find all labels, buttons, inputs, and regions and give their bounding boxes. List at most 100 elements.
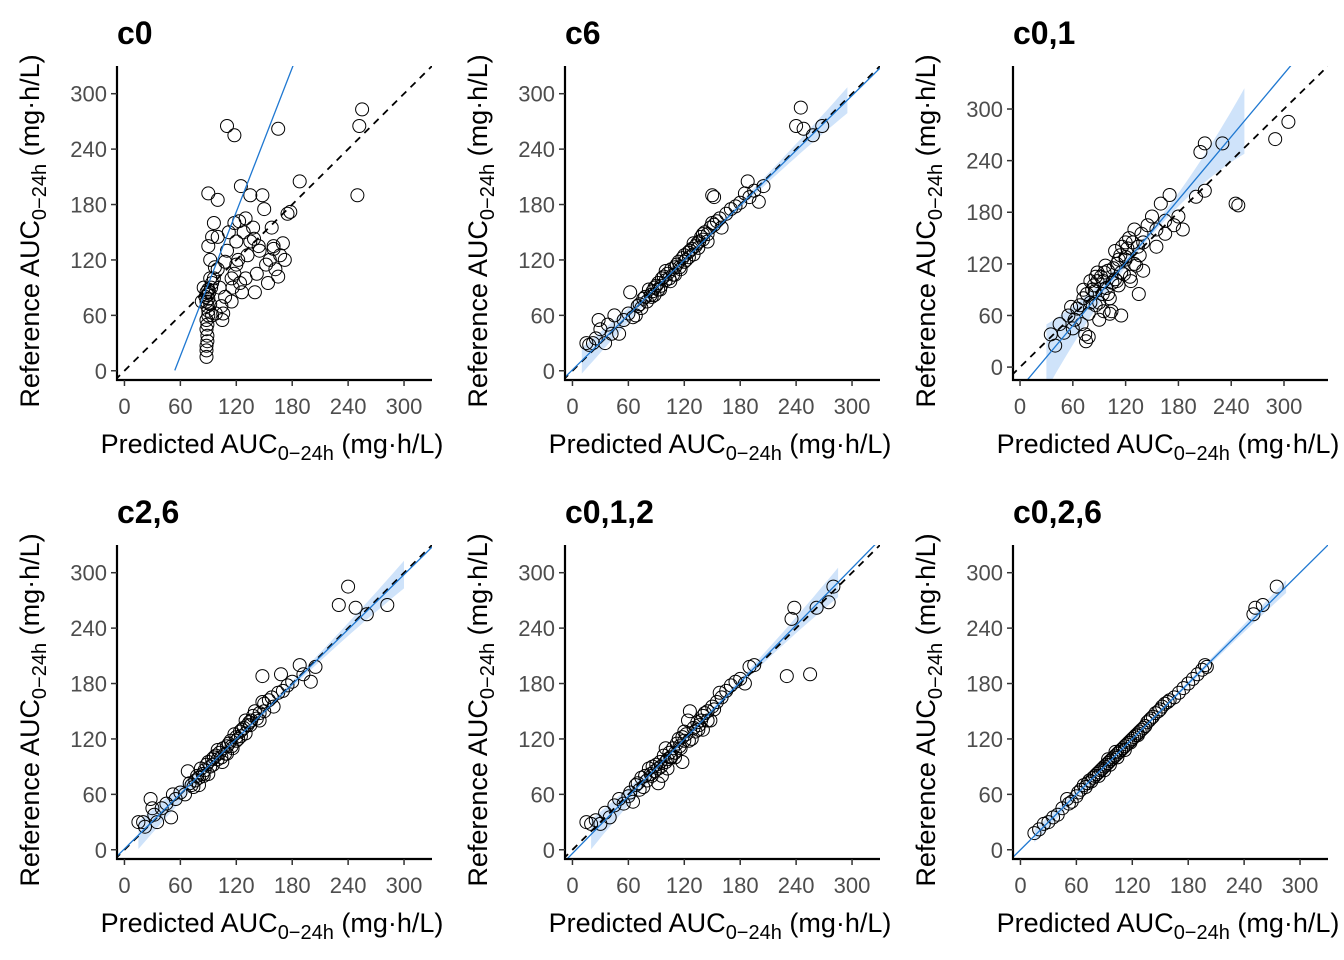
regression-line	[566, 545, 876, 859]
x-tick-label: 60	[1061, 394, 1085, 419]
plot-area	[565, 66, 880, 380]
data-point	[651, 282, 666, 297]
data-point	[210, 229, 225, 244]
panel-title: c0,1,2	[565, 494, 654, 530]
x-axis-title-main: Predicted AUC	[101, 908, 278, 938]
data-point	[623, 785, 638, 800]
data-point	[1176, 681, 1191, 696]
data-point	[1140, 218, 1155, 233]
data-point	[809, 600, 824, 615]
data-point	[243, 718, 258, 733]
x-axis-title-subscript: 0−24h	[278, 443, 334, 465]
regression-line	[1026, 66, 1292, 380]
y-tick-label: 120	[966, 727, 1003, 752]
data-point	[229, 257, 244, 272]
data-point	[205, 229, 220, 244]
x-axis-title-subscript: 0−24h	[1174, 922, 1230, 944]
x-axis-title: Predicted AUC0−24h (mg·h/L)	[549, 908, 892, 944]
y-tick-label: 180	[966, 200, 1003, 225]
data-point	[747, 658, 762, 673]
x-tick-label: 60	[168, 394, 192, 419]
data-point	[805, 128, 820, 143]
data-point	[257, 202, 272, 217]
y-tick-label: 60	[531, 303, 555, 328]
data-point	[1145, 709, 1160, 724]
data-point	[654, 271, 669, 286]
data-point	[719, 206, 734, 221]
data-point	[1246, 607, 1261, 622]
data-point	[707, 702, 722, 717]
data-point	[233, 179, 248, 194]
data-point	[205, 308, 220, 323]
x-tick-label: 60	[616, 394, 640, 419]
data-point	[200, 328, 215, 343]
panel-title: c0,1	[1013, 15, 1075, 51]
data-point	[203, 759, 218, 774]
data-point	[682, 704, 697, 719]
data-point	[292, 174, 307, 189]
data-point	[268, 262, 283, 277]
data-point	[201, 767, 216, 781]
data-point	[1041, 815, 1056, 830]
data-point	[1130, 728, 1145, 743]
y-axis-title-unit: (mg·h/L)	[463, 533, 493, 643]
data-point	[1268, 132, 1283, 147]
data-point	[236, 720, 251, 735]
data-point	[1098, 258, 1113, 273]
x-tick-label: 240	[778, 394, 815, 419]
y-tick-label: 240	[518, 616, 555, 641]
data-point	[705, 188, 720, 203]
y-tick-label: 0	[95, 359, 107, 384]
data-point	[1067, 312, 1082, 327]
data-point	[275, 236, 290, 251]
data-point	[1269, 579, 1284, 594]
data-point	[255, 188, 270, 203]
y-tick-label: 180	[70, 672, 107, 697]
data-point	[1131, 287, 1146, 301]
data-point	[380, 598, 395, 612]
data-point	[216, 306, 231, 321]
data-point	[1195, 662, 1210, 677]
x-axis-title: Predicted AUC0−24h (mg·h/L)	[997, 908, 1340, 944]
x-tick-label: 0	[566, 394, 578, 419]
data-point	[1111, 252, 1126, 267]
data-point	[654, 768, 669, 783]
x-tick-label: 300	[1282, 873, 1319, 898]
data-point	[1064, 299, 1079, 314]
x-axis-title-main: Predicted AUC	[101, 429, 278, 459]
x-tick-label: 300	[386, 873, 423, 898]
data-point	[1104, 752, 1119, 767]
data-point	[584, 816, 599, 831]
data-point	[280, 678, 295, 693]
data-point	[1199, 659, 1214, 674]
data-point	[194, 294, 209, 309]
data-point	[350, 188, 365, 203]
regression-line	[174, 66, 294, 371]
y-axis-title-main: Reference AUC	[463, 699, 493, 887]
data-point	[199, 757, 214, 772]
data-point	[1248, 600, 1263, 615]
data-point	[234, 722, 249, 737]
data-point	[654, 759, 668, 774]
data-point	[668, 750, 682, 765]
data-point	[199, 294, 214, 309]
data-point	[1088, 269, 1103, 284]
data-point	[1117, 743, 1132, 757]
data-point	[1114, 308, 1129, 323]
data-point	[296, 667, 311, 682]
data-point	[607, 308, 622, 323]
y-axis-title-subscript: 0−24h	[925, 164, 947, 220]
data-point	[826, 579, 841, 594]
data-point	[266, 241, 281, 256]
data-point	[138, 819, 152, 834]
data-point	[246, 220, 261, 235]
y-axis-title-unit: (mg·h/L)	[911, 533, 941, 643]
data-point	[1136, 263, 1151, 278]
data-point	[199, 343, 214, 358]
x-axis-title-unit: (mg·h/L)	[782, 429, 892, 459]
data-point	[695, 708, 710, 723]
data-point	[1181, 676, 1196, 691]
y-axis-title-unit: (mg·h/L)	[463, 54, 493, 164]
data-point	[621, 306, 636, 321]
